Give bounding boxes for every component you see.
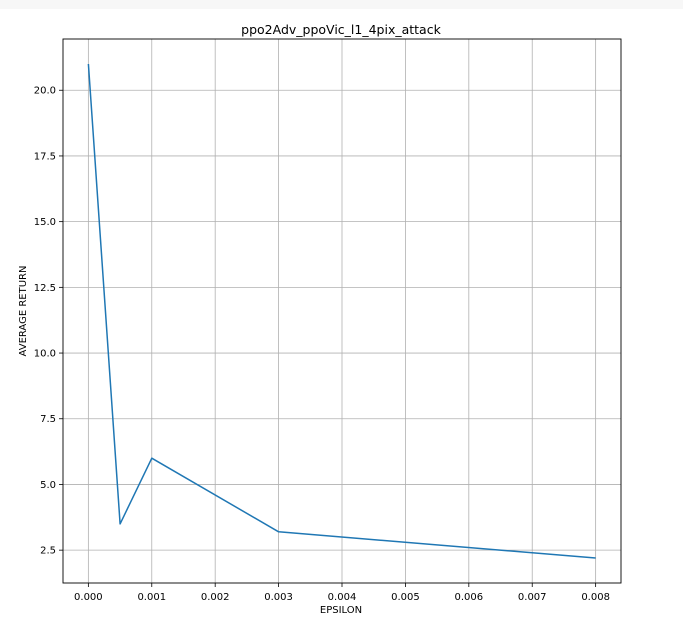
x-tick-label: 0.003 <box>264 592 293 603</box>
x-tick-label: 0.000 <box>74 592 103 603</box>
x-tick-label: 0.004 <box>328 592 357 603</box>
x-tick-label: 0.006 <box>454 592 483 603</box>
grid <box>63 39 621 583</box>
x-tick-label: 0.008 <box>581 592 610 603</box>
x-axis-label: EPSILON <box>320 605 362 616</box>
y-tick-label: 17.5 <box>34 151 56 162</box>
y-tick-label: 12.5 <box>34 283 56 294</box>
y-axis-label: AVERAGE RETURN <box>18 266 29 357</box>
x-tick-label: 0.002 <box>201 592 230 603</box>
y-tick-label: 10.0 <box>34 349 56 360</box>
y-tick-label: 7.5 <box>40 414 56 425</box>
y-tick-label: 15.0 <box>34 217 56 228</box>
x-tick-label: 0.001 <box>137 592 166 603</box>
y-tick-label: 20.0 <box>34 86 56 97</box>
x-tick-label: 0.007 <box>518 592 547 603</box>
series-line <box>87 63 596 559</box>
y-tick-label: 2.5 <box>40 546 56 557</box>
chart-title: ppo2Adv_ppoVic_l1_4pix_attack <box>241 22 441 37</box>
ticks: 0.000 0.001 0.002 0.003 0.004 0.005 0.006 0.007… <box>34 86 610 603</box>
top-strip <box>0 0 683 9</box>
y-tick-label: 5.0 <box>40 480 56 491</box>
x-tick-label: 0.005 <box>391 592 420 603</box>
series-layer <box>87 63 596 559</box>
